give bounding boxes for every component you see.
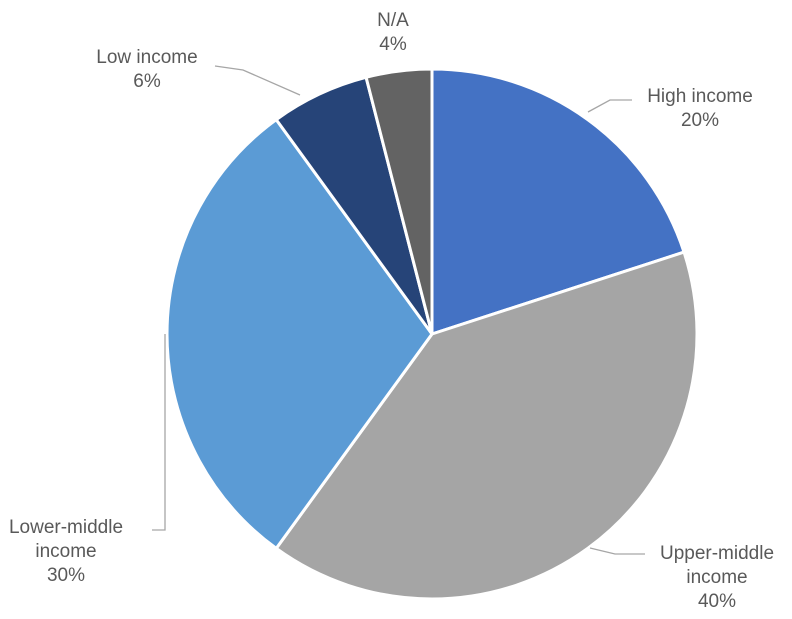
- pie-slices: [167, 69, 697, 599]
- data-label-name-n-a: N/A: [377, 10, 409, 31]
- leader-line-upper-middle-income: [590, 548, 645, 554]
- data-label-name-low-income: Low income: [96, 47, 197, 68]
- leader-line-high-income: [588, 100, 632, 112]
- data-label-percent-high-income: 20%: [681, 110, 719, 131]
- data-label-name-lower-middle-income: income: [35, 541, 96, 562]
- data-label-name-upper-middle-income: income: [686, 567, 747, 588]
- leader-line-lower-middle-income: [152, 334, 165, 530]
- data-label-percent-n-a: 4%: [379, 34, 407, 55]
- data-label-name-upper-middle-income: Upper-middle: [660, 543, 774, 564]
- data-label-percent-low-income: 6%: [133, 71, 161, 92]
- data-label-percent-lower-middle-income: 30%: [47, 565, 85, 586]
- data-label-name-lower-middle-income: Lower-middle: [9, 517, 123, 538]
- data-label-percent-upper-middle-income: 40%: [698, 591, 736, 612]
- data-label-name-high-income: High income: [647, 86, 753, 107]
- leader-line-low-income: [215, 66, 300, 95]
